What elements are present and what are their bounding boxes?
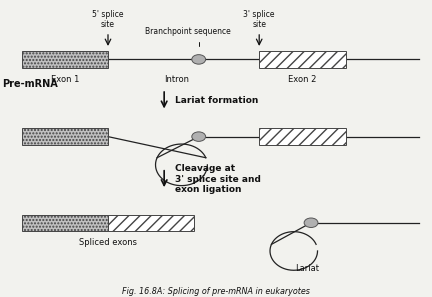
Circle shape <box>304 218 318 228</box>
Text: Exon 2: Exon 2 <box>288 75 317 84</box>
Bar <box>22 51 108 67</box>
Text: Exon 1: Exon 1 <box>51 75 79 84</box>
Text: Pre-mRNA: Pre-mRNA <box>2 79 58 89</box>
Bar <box>108 214 194 231</box>
Circle shape <box>192 55 206 64</box>
Text: Branchpoint sequence: Branchpoint sequence <box>145 27 230 46</box>
Circle shape <box>192 132 206 141</box>
Text: Spliced exons: Spliced exons <box>79 238 137 247</box>
Bar <box>259 51 346 67</box>
Text: 3' splice
site: 3' splice site <box>244 10 275 29</box>
Text: Lariat: Lariat <box>295 264 319 273</box>
Bar <box>259 128 346 145</box>
Bar <box>22 128 108 145</box>
Text: 5' splice
site: 5' splice site <box>92 10 124 29</box>
Text: Intron: Intron <box>165 75 190 84</box>
Text: Fig. 16.8A: Splicing of pre-mRNA in eukaryotes: Fig. 16.8A: Splicing of pre-mRNA in euka… <box>122 287 310 296</box>
Text: Cleavage at
3' splice site and
exon ligation: Cleavage at 3' splice site and exon liga… <box>175 164 261 194</box>
Bar <box>22 214 108 231</box>
Text: Lariat formation: Lariat formation <box>175 96 258 105</box>
